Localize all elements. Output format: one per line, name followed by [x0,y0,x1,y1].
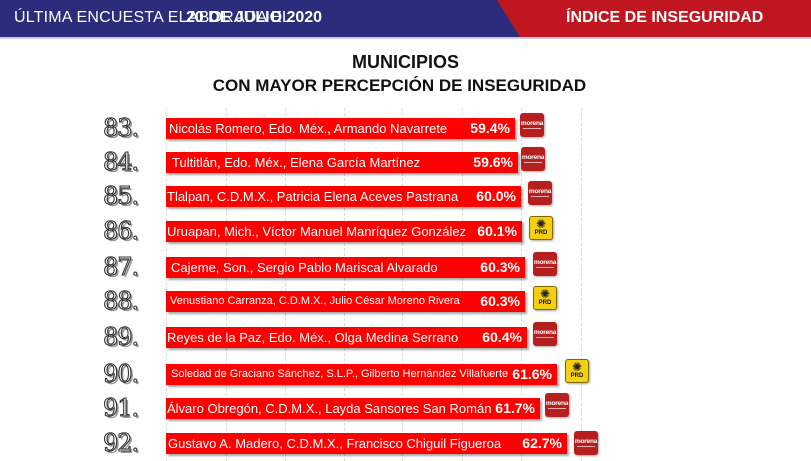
bar-value: 61.6% [512,366,552,382]
rank-number: 92. [102,428,139,457]
bar-label: Reyes de la Paz, Edo. Méx., Olga Medina … [167,330,459,345]
bar-label: Uruapan, Mich., Víctor Manuel Manríquez … [167,224,467,239]
bar-value: 62.7% [522,435,562,451]
chart-title: MUNICIPIOS [351,52,459,72]
bar-label: Soledad de Graciano Sánchez, S.L.P., Gil… [171,368,509,380]
gridline [521,108,522,461]
bar-value: 60.3% [480,259,520,275]
bar: Cajeme, Son., Sergio Pablo Mariscal Alva… [166,257,525,278]
gridline [344,108,345,461]
chart-row: 86. Uruapan, Mich., Víctor Manuel Manríq… [0,216,811,246]
gridline [402,108,403,461]
rank-number: 87. [102,252,139,281]
survey-date: 20 DE JULIO 2020 [186,9,323,26]
chart-row: 89. Reyes de la Paz, Edo. Méx., Olga Med… [0,322,811,352]
chart-row: 91. Álvaro Obregón, C.D.M.X., Layda Sans… [0,393,811,423]
bar-label: Álvaro Obregón, C.D.M.X., Layda Sansores… [167,401,492,416]
morena-logo-icon: morena [545,393,569,417]
index-title: ÍNDICE DE INSEGURIDAD [566,9,764,26]
bar: Uruapan, Mich., Víctor Manuel Manríquez … [166,221,522,242]
bar: Gustavo A. Madero, C.D.M.X., Francisco C… [166,433,567,454]
morena-logo-icon: morena [574,431,598,455]
rank-number: 88. [102,286,139,315]
chart-row: 92. Gustavo A. Madero, C.D.M.X., Francis… [0,428,811,458]
rank-number: 89. [102,322,139,351]
prd-logo-icon: ✺ PRD [565,359,589,383]
survey-caption: ÚLTIMA ENCUESTA ELABORADA EL [14,9,292,26]
bar-value: 60.0% [476,188,516,204]
rank-number: 86. [102,216,139,245]
bar-label: Gustavo A. Madero, C.D.M.X., Francisco C… [168,436,502,451]
morena-logo-icon: morena [533,252,557,276]
morena-logo-icon: morena [533,322,557,346]
morena-logo-icon: morena [528,181,552,205]
bar-value: 61.7% [495,400,535,416]
bar-label: Cajeme, Son., Sergio Pablo Mariscal Alva… [171,260,438,275]
bar: Reyes de la Paz, Edo. Méx., Olga Medina … [166,327,527,348]
bar: Tultitlán, Edo. Méx., Elena García Martí… [166,152,518,173]
prd-logo-icon: ✺ PRD [529,216,553,240]
rank-number: 85. [102,181,139,210]
bar: Tlalpan, C.D.M.X., Patricia Elena Aceves… [166,186,521,207]
chart-row: 88. Venustiano Carranza, C.D.M.X., Julio… [0,286,811,316]
header-red-panel [497,0,811,37]
bar-value: 60.4% [482,329,522,345]
bar-value: 60.1% [477,223,517,239]
rank-number: 90. [102,359,139,388]
gridline [166,108,167,461]
gridline [285,108,286,461]
chart-subtitle: CON MAYOR PERCEPCIÓN DE INSEGURIDAD [212,76,587,95]
bar: Álvaro Obregón, C.D.M.X., Layda Sansores… [166,398,540,419]
chart-row: 85. Tlalpan, C.D.M.X., Patricia Elena Ac… [0,181,811,211]
prd-logo-icon: ✺ PRD [533,286,557,310]
gridline [462,108,463,461]
gridline [226,108,227,461]
bar-value: 59.6% [473,154,513,170]
bar-label: Nicolás Romero, Edo. Méx., Armando Navar… [169,121,448,136]
morena-logo-icon: morena [520,113,544,137]
bar: Venustiano Carranza, C.D.M.X., Julio Cés… [166,291,525,312]
chart-row: 84. Tultitlán, Edo. Méx., Elena García M… [0,147,811,177]
header-divider [0,37,811,39]
chart-row: 87. Cajeme, Son., Sergio Pablo Mariscal … [0,252,811,282]
chart-row: 83. Nicolás Romero, Edo. Méx., Armando N… [0,113,811,143]
rank-number: 91. [102,393,139,422]
rank-number: 84. [102,147,139,176]
rank-number: 83. [102,113,139,142]
bar-label: Venustiano Carranza, C.D.M.X., Julio Cés… [170,295,460,307]
bar: Soledad de Graciano Sánchez, S.L.P., Gil… [166,364,557,385]
morena-logo-icon: morena [521,147,545,171]
bar: Nicolás Romero, Edo. Méx., Armando Navar… [166,118,515,139]
gridline [581,108,582,461]
chart-row: 90. Soledad de Graciano Sánchez, S.L.P.,… [0,359,811,389]
bar-value: 59.4% [470,120,510,136]
bar-label: Tultitlán, Edo. Méx., Elena García Martí… [172,155,421,170]
bar-label: Tlalpan, C.D.M.X., Patricia Elena Aceves… [167,189,459,204]
bar-value: 60.3% [480,293,520,309]
